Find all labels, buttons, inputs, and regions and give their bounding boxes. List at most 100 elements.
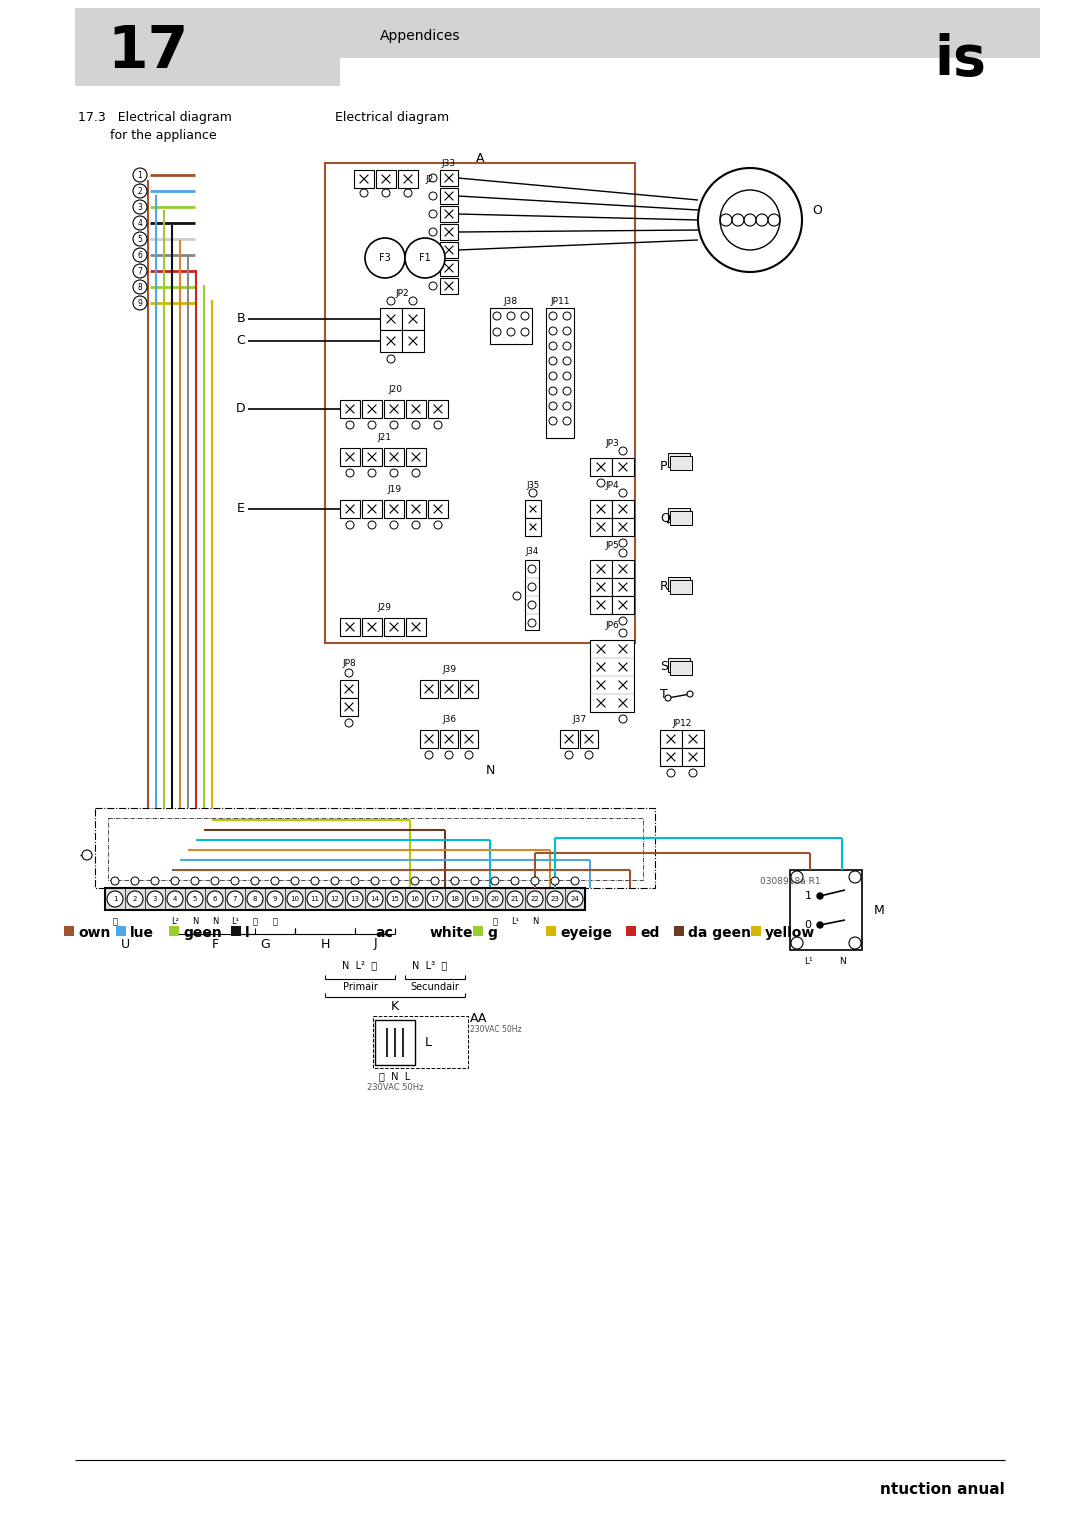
Bar	[75, 8, 340, 86]
Bar	[340, 680, 357, 698]
Text: 1: 1	[137, 171, 143, 179]
Circle shape	[585, 750, 593, 759]
Text: J36: J36	[443, 715, 457, 724]
Text: 18: 18	[450, 895, 459, 902]
Bar	[340, 400, 360, 419]
Circle shape	[368, 422, 376, 429]
Bar	[231, 926, 241, 937]
Bar	[612, 559, 634, 578]
Bar	[546, 926, 556, 937]
Circle shape	[407, 891, 423, 908]
Text: H: H	[321, 938, 329, 950]
Text: F: F	[212, 938, 218, 950]
Bar	[670, 455, 692, 471]
Bar	[590, 458, 612, 477]
Bar	[384, 400, 404, 419]
Bar	[375, 1021, 415, 1065]
Text: 6: 6	[213, 895, 217, 902]
Text: ⏚: ⏚	[112, 917, 118, 926]
Circle shape	[409, 296, 417, 306]
Bar	[406, 617, 426, 636]
Text: 23: 23	[551, 895, 559, 902]
Text: 5: 5	[137, 234, 143, 243]
Circle shape	[167, 891, 183, 908]
Circle shape	[434, 521, 442, 529]
Bar	[590, 518, 612, 536]
Text: J20: J20	[388, 385, 402, 394]
Circle shape	[513, 591, 521, 601]
Text: 1: 1	[805, 891, 811, 902]
Text: J33: J33	[442, 159, 456, 168]
Text: F3: F3	[379, 254, 391, 263]
Bar	[460, 680, 478, 698]
Text: J21: J21	[377, 434, 391, 443]
Circle shape	[429, 283, 437, 290]
Circle shape	[551, 877, 559, 885]
Circle shape	[368, 469, 376, 477]
Text: 13: 13	[351, 895, 360, 902]
Text: D: D	[235, 402, 245, 416]
Circle shape	[133, 264, 147, 278]
Text: 8: 8	[253, 895, 257, 902]
Text: 9: 9	[273, 895, 278, 902]
Circle shape	[698, 168, 802, 272]
Text: ⏚: ⏚	[272, 917, 278, 926]
Text: 20: 20	[490, 895, 499, 902]
Circle shape	[491, 877, 499, 885]
Bar	[440, 188, 458, 205]
Circle shape	[429, 193, 437, 200]
Text: J2: J2	[426, 174, 433, 183]
Text: 4: 4	[173, 895, 177, 902]
Text: 9: 9	[137, 298, 143, 307]
Circle shape	[565, 750, 573, 759]
Bar	[440, 241, 458, 258]
Text: JP3: JP3	[605, 440, 619, 449]
Circle shape	[619, 715, 627, 723]
Circle shape	[267, 891, 283, 908]
Circle shape	[291, 877, 299, 885]
Text: C: C	[237, 335, 245, 347]
Bar	[580, 730, 598, 749]
Bar	[670, 581, 692, 594]
Circle shape	[429, 174, 437, 182]
Bar	[362, 500, 382, 518]
Text: J35: J35	[526, 481, 540, 490]
Text: N: N	[192, 917, 199, 926]
Bar	[612, 518, 634, 536]
Circle shape	[368, 521, 376, 529]
Bar	[751, 926, 761, 937]
Text: 1: 1	[112, 895, 118, 902]
Bar	[681, 730, 704, 749]
Circle shape	[327, 891, 343, 908]
Bar	[406, 500, 426, 518]
Text: l: l	[245, 926, 249, 940]
Circle shape	[211, 877, 219, 885]
Bar	[373, 1016, 468, 1068]
Bar	[362, 448, 382, 466]
Text: 3: 3	[137, 203, 143, 211]
Text: N: N	[839, 958, 846, 967]
Bar	[590, 640, 634, 712]
Circle shape	[529, 489, 537, 497]
Text: yellow: yellow	[765, 926, 815, 940]
Text: N: N	[212, 917, 218, 926]
Text: ⏚: ⏚	[253, 917, 257, 926]
Circle shape	[619, 489, 627, 497]
Circle shape	[372, 877, 379, 885]
Circle shape	[507, 891, 523, 908]
Bar	[325, 163, 635, 643]
Circle shape	[345, 669, 353, 677]
Bar	[674, 926, 684, 937]
Text: J29: J29	[377, 604, 391, 613]
Circle shape	[487, 891, 503, 908]
Text: own: own	[78, 926, 110, 940]
Bar	[440, 206, 458, 222]
Text: da geen: da geen	[688, 926, 751, 940]
Bar	[612, 458, 634, 477]
Text: JP6: JP6	[605, 622, 619, 631]
Circle shape	[411, 877, 419, 885]
Text: L¹: L¹	[804, 958, 812, 967]
Bar	[399, 170, 418, 188]
Bar	[473, 926, 483, 937]
Circle shape	[133, 280, 147, 293]
